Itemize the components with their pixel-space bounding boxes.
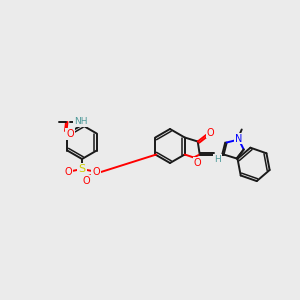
Text: O: O [207, 128, 214, 137]
Text: H: H [214, 155, 221, 164]
Text: O: O [194, 158, 202, 167]
Text: N: N [235, 134, 242, 143]
Text: O: O [92, 167, 100, 177]
Text: O: O [64, 167, 72, 177]
Text: S: S [78, 164, 85, 174]
Text: O: O [66, 129, 74, 139]
Text: O: O [82, 176, 90, 186]
Text: NH: NH [74, 118, 88, 127]
